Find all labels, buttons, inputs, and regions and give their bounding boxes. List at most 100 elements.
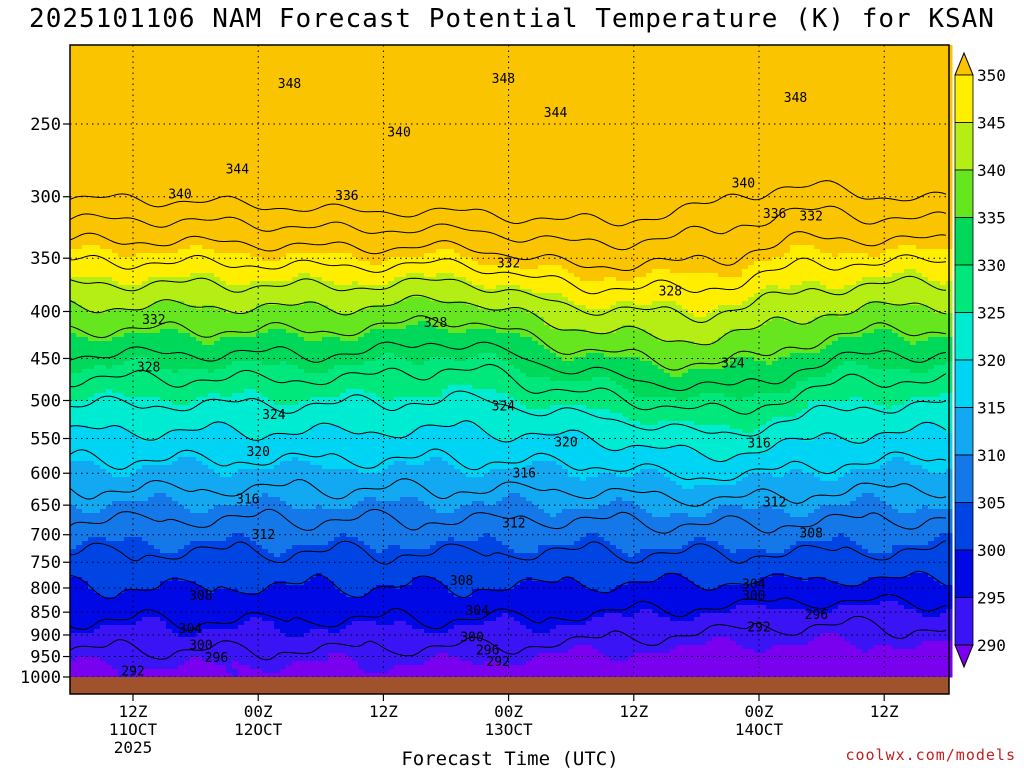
- theta-cell: [364, 173, 371, 178]
- theta-cell: [76, 53, 83, 58]
- theta-cell: [412, 161, 419, 166]
- theta-cell: [136, 113, 143, 118]
- theta-cell: [826, 53, 833, 58]
- theta-cell: [658, 85, 665, 90]
- theta-cell: [262, 113, 269, 118]
- theta-cell: [226, 145, 233, 150]
- theta-cell: [580, 73, 587, 78]
- theta-cell: [748, 173, 755, 178]
- theta-cell: [442, 61, 449, 66]
- theta-cell: [220, 129, 227, 134]
- theta-cell: [82, 85, 89, 90]
- theta-cell: [604, 133, 611, 138]
- theta-cell: [544, 85, 551, 90]
- theta-cell: [460, 177, 467, 182]
- theta-cell: [184, 77, 191, 82]
- theta-cell: [178, 173, 185, 178]
- theta-cell: [784, 141, 791, 146]
- theta-cell: [538, 81, 545, 86]
- theta-cell: [850, 105, 857, 110]
- theta-cell: [598, 153, 605, 158]
- theta-cell: [598, 45, 605, 50]
- theta-cell: [370, 129, 377, 134]
- theta-cell: [586, 45, 593, 50]
- theta-cell: [688, 109, 695, 114]
- theta-cell: [556, 49, 563, 54]
- theta-cell: [436, 57, 443, 62]
- theta-cell: [442, 177, 449, 182]
- theta-cell: [286, 169, 293, 174]
- theta-cell: [382, 173, 389, 178]
- theta-cell: [514, 169, 521, 174]
- theta-cell: [628, 161, 635, 166]
- theta-cell: [130, 149, 137, 154]
- theta-cell: [838, 65, 845, 70]
- theta-cell: [94, 141, 101, 146]
- theta-cell: [358, 161, 365, 166]
- theta-cell: [634, 93, 641, 98]
- theta-cell: [760, 57, 767, 62]
- theta-cell: [760, 145, 767, 150]
- theta-cell: [922, 77, 929, 82]
- theta-cell: [880, 57, 887, 62]
- theta-cell: [256, 69, 263, 74]
- theta-cell: [646, 109, 653, 114]
- theta-cell: [94, 101, 101, 106]
- theta-cell: [568, 177, 575, 182]
- theta-cell: [448, 121, 455, 126]
- theta-cell: [76, 109, 83, 114]
- theta-cell: [586, 121, 593, 126]
- theta-cell: [568, 89, 575, 94]
- theta-cell: [424, 173, 431, 178]
- theta-cell: [640, 129, 647, 134]
- theta-cell: [844, 133, 851, 138]
- theta-cell: [850, 173, 857, 178]
- theta-cell: [346, 77, 353, 82]
- theta-cell: [124, 49, 131, 54]
- theta-cell: [532, 61, 539, 66]
- theta-cell: [406, 81, 413, 86]
- theta-cell: [904, 169, 911, 174]
- theta-cell: [286, 109, 293, 114]
- theta-cell: [280, 73, 287, 78]
- theta-cell: [154, 101, 161, 106]
- theta-cell: [940, 77, 947, 82]
- theta-cell: [310, 73, 317, 78]
- theta-cell: [226, 177, 233, 182]
- theta-cell: [538, 109, 545, 114]
- theta-cell: [580, 153, 587, 158]
- theta-cell: [124, 69, 131, 74]
- theta-cell: [796, 165, 803, 170]
- theta-cell: [814, 173, 821, 178]
- theta-cell: [838, 121, 845, 126]
- theta-cell: [916, 177, 923, 182]
- theta-cell: [406, 49, 413, 54]
- theta-cell: [412, 113, 419, 118]
- theta-cell: [754, 125, 761, 130]
- theta-cell: [712, 89, 719, 94]
- theta-cell: [514, 117, 521, 122]
- theta-cell: [526, 101, 533, 106]
- theta-cell: [76, 73, 83, 78]
- theta-cell: [664, 125, 671, 130]
- theta-cell: [310, 157, 317, 162]
- theta-cell: [256, 61, 263, 66]
- theta-cell: [616, 121, 623, 126]
- theta-cell: [112, 125, 119, 130]
- theta-cell: [586, 157, 593, 162]
- theta-cell: [334, 73, 341, 78]
- theta-cell: [868, 141, 875, 146]
- theta-cell: [430, 137, 437, 142]
- theta-cell: [124, 77, 131, 82]
- theta-cell: [430, 89, 437, 94]
- theta-cell: [916, 105, 923, 110]
- theta-cell: [838, 49, 845, 54]
- theta-cell: [610, 97, 617, 102]
- theta-cell: [154, 153, 161, 158]
- theta-cell: [718, 149, 725, 154]
- theta-cell: [514, 57, 521, 62]
- theta-cell: [274, 125, 281, 130]
- theta-cell: [82, 101, 89, 106]
- theta-cell: [172, 69, 179, 74]
- theta-cell: [568, 77, 575, 82]
